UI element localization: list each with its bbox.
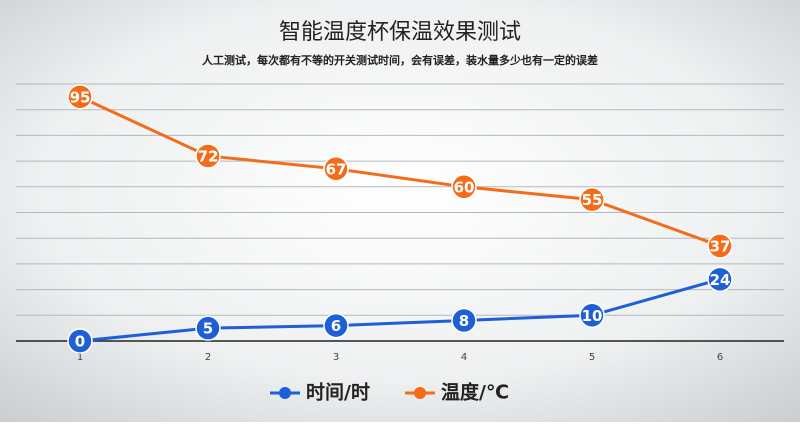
x-tick-label: 5	[589, 352, 595, 363]
data-label: 8	[459, 312, 469, 330]
data-label: 55	[582, 191, 603, 209]
x-tick-label: 3	[333, 352, 339, 363]
point-marker	[323, 312, 349, 339]
data-label: 0	[75, 333, 85, 351]
x-tick-label: 2	[205, 352, 211, 363]
point-marker	[579, 186, 605, 213]
point-marker	[451, 174, 477, 200]
data-label: 60	[454, 178, 475, 196]
point-marker	[323, 156, 349, 182]
data-label: 37	[710, 237, 731, 255]
point-marker	[707, 233, 733, 259]
data-label: 72	[198, 147, 219, 165]
x-tick-label: 1	[77, 352, 83, 363]
data-label: 6	[331, 317, 341, 335]
data-label: 5	[203, 320, 213, 338]
chart-subtitle: 人工测试，每次都有不等的开关测试时间，会有误差，装水量多少也有一定的误差	[202, 53, 598, 67]
data-label: 24	[710, 271, 731, 289]
point-marker	[67, 328, 93, 354]
legend-label: 时间/时	[306, 382, 370, 404]
data-label: 10	[582, 307, 603, 325]
chart-title: 智能温度杯保温效果测试	[279, 20, 521, 45]
legend-marker	[414, 387, 426, 399]
series-line	[79, 277, 721, 343]
point-marker	[451, 307, 477, 334]
point-marker	[579, 302, 605, 329]
x-tick-label: 6	[717, 352, 723, 363]
point-marker	[195, 143, 221, 169]
point-marker	[67, 84, 93, 110]
data-label: 95	[70, 88, 91, 106]
series-line	[79, 95, 721, 248]
data-label: 67	[326, 160, 347, 178]
legend-label: 温度/℃	[441, 381, 509, 404]
x-tick-label: 4	[461, 352, 467, 363]
legend-marker	[279, 387, 291, 399]
point-marker	[707, 266, 733, 293]
point-marker	[195, 315, 221, 341]
